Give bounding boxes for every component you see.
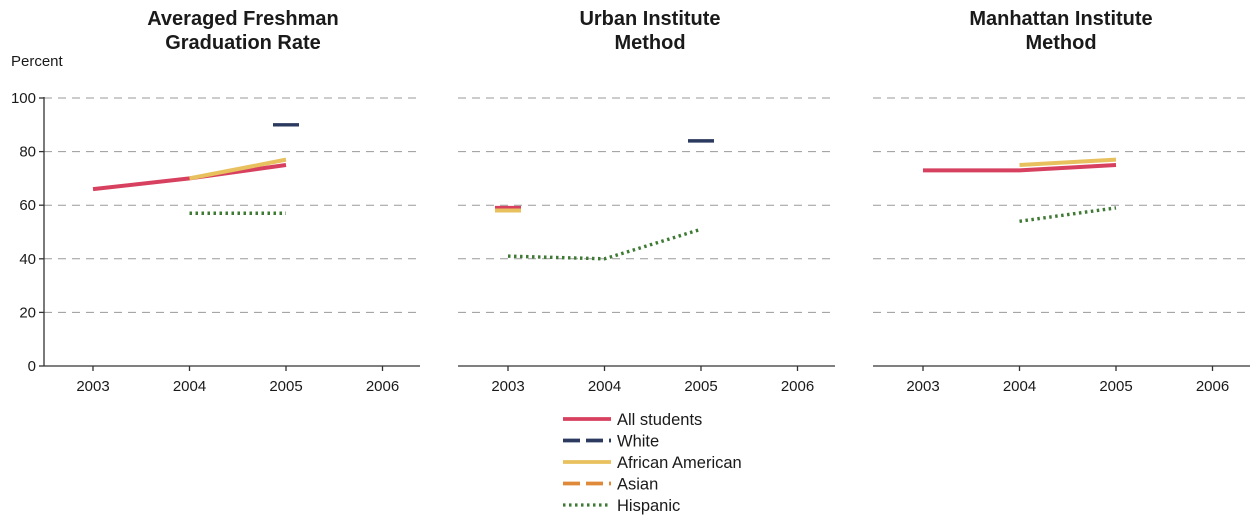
panel-title: Method (1025, 32, 1096, 54)
series-line-african-american (1019, 157, 1117, 167)
series-line-african-american (189, 157, 287, 181)
x-tick-label: 2005 (1099, 378, 1132, 395)
y-tick-label: 80 (19, 144, 36, 161)
series-line-all-students (923, 163, 1117, 173)
x-tick-label: 2003 (906, 378, 939, 395)
x-tick-label: 2006 (366, 378, 399, 395)
legend-label-african-american: African American (617, 454, 742, 472)
x-tick-label: 2004 (588, 378, 621, 395)
x-tick-label: 2006 (1196, 378, 1229, 395)
x-tick-label: 2005 (269, 378, 302, 395)
panel-title: Method (614, 32, 685, 54)
x-tick-label: 2004 (173, 378, 206, 395)
series-line-hispanic (1019, 206, 1117, 223)
x-tick-label: 2006 (781, 378, 814, 395)
panel-title: Averaged Freshman (147, 8, 339, 30)
legend-label-all-students: All students (617, 411, 702, 429)
x-tick-label: 2003 (76, 378, 109, 395)
legend-label-hispanic: Hispanic (617, 497, 680, 515)
y-tick-label: 20 (19, 304, 36, 321)
y-tick-label: 60 (19, 197, 36, 214)
y-tick-label: 40 (19, 251, 36, 268)
panel-title: Manhattan Institute (969, 8, 1152, 30)
x-tick-label: 2003 (491, 378, 524, 395)
legend-label-asian: Asian (617, 476, 658, 494)
legend-label-white: White (617, 433, 659, 451)
y-tick-label: 0 (28, 358, 36, 375)
series-line-hispanic (507, 227, 702, 261)
panel-title: Graduation Rate (165, 32, 321, 54)
y-axis-label: Percent (11, 53, 64, 70)
y-tick-label: 100 (11, 90, 36, 107)
x-tick-label: 2004 (1003, 378, 1036, 395)
x-tick-label: 2005 (684, 378, 717, 395)
panel-title: Urban Institute (579, 8, 720, 30)
